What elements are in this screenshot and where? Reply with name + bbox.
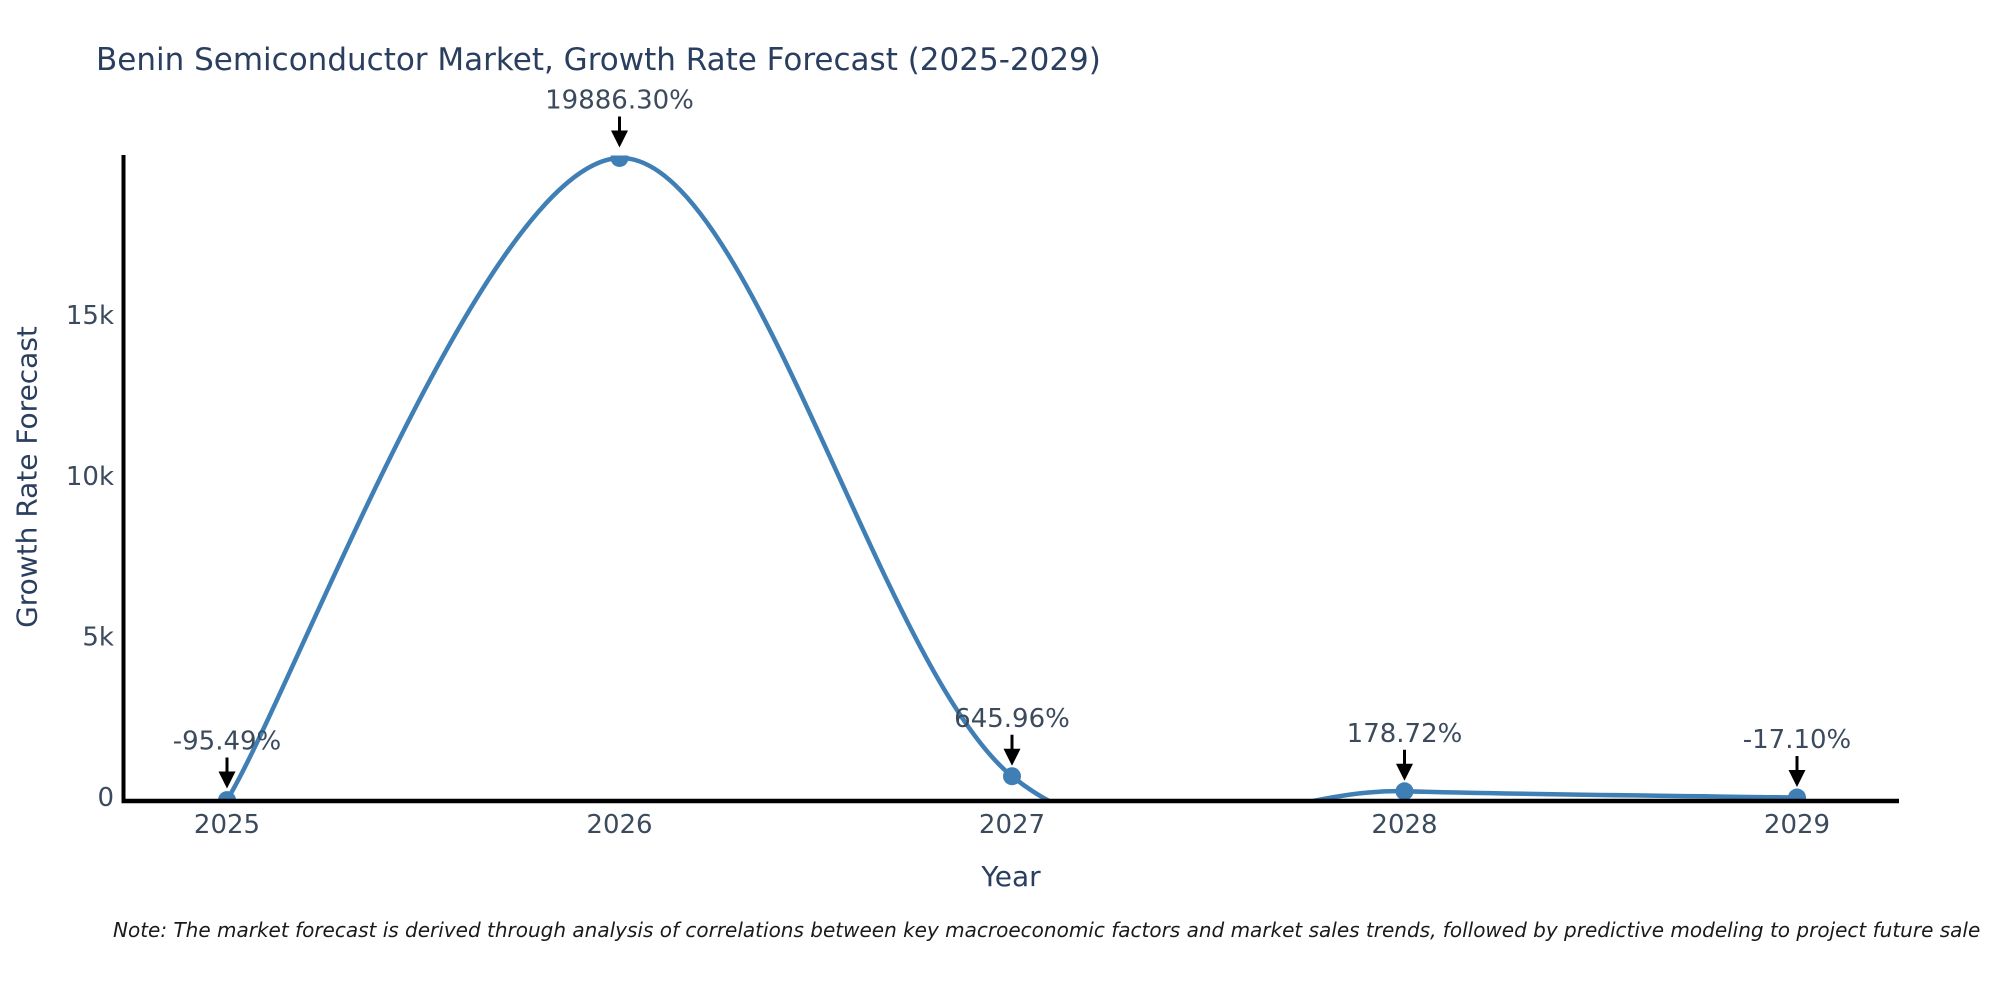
trace-group [218,149,1806,809]
annotation-2025: -95.49% [173,727,282,789]
x-tick-label-2029: 2029 [1764,810,1830,840]
x-tick-label-2028: 2028 [1371,810,1437,840]
data-point-marker-2026[interactable] [610,149,629,167]
annotation-label: 19886.30% [545,86,694,116]
annotation-label: -95.49% [173,727,282,757]
data-point-marker-2027[interactable] [1003,767,1021,786]
trace-line [225,155,1798,800]
data-point-marker-2025[interactable] [218,791,236,809]
annotation-label: 178.72% [1347,719,1463,749]
annotation-2028: 178.72% [1347,719,1463,781]
annotation-arrowhead-icon [611,130,628,148]
footnote: Note: The market forecast is derived thr… [113,918,1981,942]
x-axis-title: Year [981,860,1041,893]
data-point-marker-2028[interactable] [1395,782,1414,800]
annotation-arrowhead-icon [218,771,236,789]
x-tick-label-2027: 2027 [979,810,1045,840]
x-tick-label-2025: 2025 [194,810,260,840]
y-tick-label-0: 0 [97,783,114,813]
annotation-label: -17.10% [1743,725,1852,755]
annotation-2027: 645.96% [954,704,1070,766]
annotation-arrowhead-icon [1396,763,1413,781]
annotation-2026: 19886.30% [545,86,694,148]
y-tick-label-10k: 10k [66,462,114,492]
annotation-arrowhead-icon [1003,748,1021,766]
y-tick-label-5k: 5k [82,622,114,652]
annotation-arrowhead-icon [1788,770,1806,788]
x-tick-label-2026: 2026 [586,810,652,840]
annotation-2029: -17.10% [1743,725,1852,788]
chart-title: Benin Semiconductor Market, Growth Rate … [96,42,1101,78]
data-point-marker-2029[interactable] [1788,788,1806,807]
annotation-label: 645.96% [954,704,1070,734]
y-tick-label-15k: 15k [66,301,114,331]
